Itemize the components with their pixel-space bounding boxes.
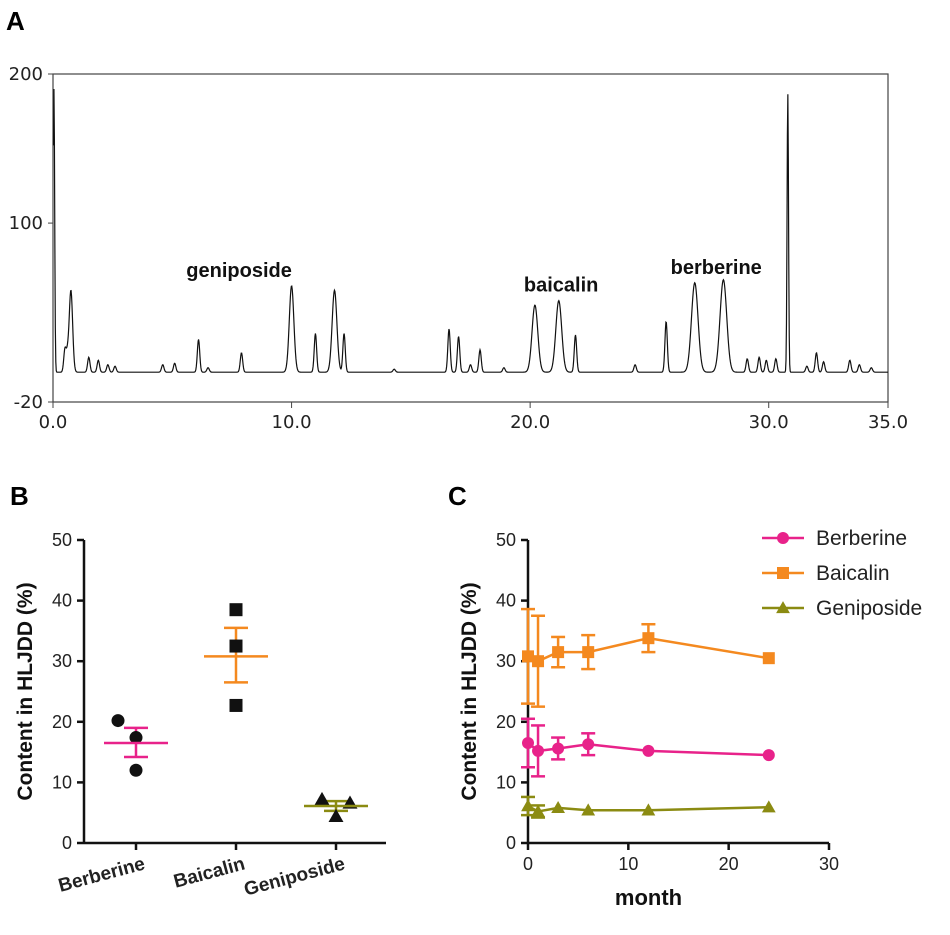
x-tick-label: 35.0 xyxy=(868,412,908,433)
data-point xyxy=(762,652,775,665)
data-point xyxy=(642,744,655,757)
series-berberine xyxy=(104,714,168,777)
y-tick-label: 30 xyxy=(496,651,516,671)
y-tick-label: 40 xyxy=(496,591,516,611)
data-point xyxy=(761,800,776,813)
y-tick-label: 0 xyxy=(62,833,72,853)
data-point xyxy=(532,655,545,668)
legend-item-berberine: Berberine xyxy=(762,527,907,550)
series-berberine xyxy=(521,717,775,778)
y-tick-label: 50 xyxy=(496,530,516,550)
y-axis-title: Content in HLJDD (%) xyxy=(14,582,37,800)
x-tick-label: 0.0 xyxy=(39,412,68,433)
data-point xyxy=(328,808,344,822)
legend-label: Baicalin xyxy=(816,562,890,585)
panel-b-label: B xyxy=(10,481,29,511)
y-tick-label: 20 xyxy=(52,712,72,732)
series-geniposide xyxy=(304,791,368,822)
y-tick-label: 50 xyxy=(52,530,72,550)
series-baicalin xyxy=(521,607,775,708)
chromatogram-panel: A 0.0 10.0 20.0 30.0 35.0 -20 100 200 geniposid… xyxy=(6,6,908,433)
legend-marker xyxy=(777,532,789,544)
x-tick-label: 30.0 xyxy=(749,412,789,433)
y-tick-label: 20 xyxy=(496,712,516,732)
data-point xyxy=(532,744,545,757)
peak-annotation: geniposide xyxy=(186,260,292,282)
data-point xyxy=(582,646,595,659)
data-point xyxy=(642,632,655,645)
data-point xyxy=(552,646,565,659)
data-point xyxy=(522,737,534,750)
x-tick-label: 10 xyxy=(618,854,638,874)
x-tick-label: 30 xyxy=(819,854,839,874)
data-point xyxy=(229,639,243,653)
data-point xyxy=(521,799,535,812)
series-baicalin xyxy=(204,603,268,712)
y-tick-label: 200 xyxy=(9,64,43,85)
data-point xyxy=(531,804,545,817)
data-point xyxy=(314,791,330,805)
data-point xyxy=(552,742,565,755)
peak-annotation: baicalin xyxy=(524,275,598,297)
legend-label: Berberine xyxy=(816,527,907,550)
data-point xyxy=(762,749,775,762)
panel-c-label: C xyxy=(448,481,467,511)
data-point xyxy=(641,803,656,816)
category-label: Geniposide xyxy=(242,854,347,901)
y-tick-label: 10 xyxy=(496,772,516,792)
peak-annotation: berberine xyxy=(671,257,762,279)
data-point xyxy=(522,650,534,663)
panel-a-label: A xyxy=(6,6,25,36)
legend-item-geniposide: Geniposide xyxy=(762,597,922,620)
x-tick-label: 10.0 xyxy=(272,412,312,433)
y-axis-title: Content in HLJDD (%) xyxy=(458,582,481,800)
x-axis-title: month xyxy=(615,885,682,910)
chromatogram-trace xyxy=(52,88,888,373)
y-tick-label: 30 xyxy=(52,651,72,671)
data-point xyxy=(229,603,243,617)
data-point xyxy=(229,698,243,712)
y-tick-label: 40 xyxy=(52,591,72,611)
legend-marker xyxy=(776,601,790,614)
x-tick-label: 20 xyxy=(719,854,739,874)
legend-label: Geniposide xyxy=(816,597,922,620)
data-point xyxy=(582,738,595,751)
category-label: Berberine xyxy=(56,854,147,897)
x-tick-label: 20.0 xyxy=(510,412,550,433)
chromatogram-frame xyxy=(52,73,889,403)
y-tick-label: 0 xyxy=(506,833,516,853)
y-tick-label: -20 xyxy=(14,392,43,413)
x-tick-label: 0 xyxy=(523,854,533,874)
legend-item-baicalin: Baicalin xyxy=(762,562,890,585)
stability-panel: C 0 10 20 30 40 50 0 10 20 30 month Content in HLJD… xyxy=(448,481,922,910)
category-label: Baicalin xyxy=(171,854,247,893)
legend-marker xyxy=(777,567,789,579)
y-tick-label: 10 xyxy=(52,772,72,792)
data-point xyxy=(111,714,125,728)
scatter-panel: B 0 10 20 30 40 50 Berberine BaicalinGeniposide… xyxy=(10,481,386,901)
y-tick-label: 100 xyxy=(9,213,43,234)
data-point xyxy=(551,800,565,814)
data-point xyxy=(129,763,143,777)
data-point xyxy=(129,731,143,745)
data-point xyxy=(581,803,596,816)
series-geniposide xyxy=(521,795,776,819)
